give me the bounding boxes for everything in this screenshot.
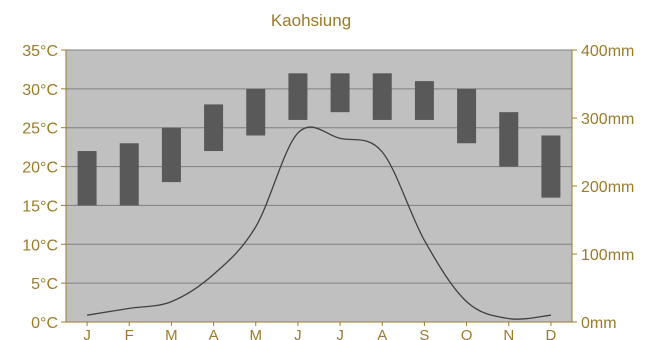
y-axis-right-labels: 0mm 100mm 200mm 300mm 400mm [581,43,634,332]
x-tick-label: M [250,327,263,340]
temperature-bar [372,73,392,120]
x-tick-label: M [165,327,178,340]
chart-title: Kaohsiung [271,11,351,30]
temperature-bar [330,73,350,113]
temperature-bar [414,81,434,120]
x-tick-label: A [209,327,219,340]
x-tick-label: N [503,327,514,340]
x-tick-label: S [419,327,429,340]
temperature-bar [457,88,477,144]
temperature-bar [288,73,308,120]
y-right-tick-label: 200mm [581,179,634,196]
x-tick-label: J [83,327,91,340]
temperature-bar [161,127,181,183]
x-tick-label: J [336,327,344,340]
y-left-tick-label: 15°C [22,198,58,215]
temperature-bar [119,143,139,206]
temperature-bar [204,104,224,152]
y-right-tick-label: 100mm [581,247,634,264]
y-left-tick-label: 35°C [22,43,58,60]
y-left-tick-label: 5°C [31,276,58,293]
temperature-bars [77,73,561,206]
temperature-bar [246,88,266,136]
x-tick-label: F [125,327,134,340]
temperature-bar [499,112,519,167]
temperature-bar [77,151,97,206]
y-right-tick-label: 300mm [581,111,634,128]
axes [61,49,577,326]
y-axis-left-labels: 0°C 5°C 10°C 15°C 20°C 25°C 30°C 35°C [22,43,58,332]
y-left-tick-label: 10°C [22,237,58,254]
y-left-tick-label: 20°C [22,160,58,177]
y-left-tick-label: 25°C [22,121,58,138]
temperature-bar [541,135,561,198]
x-tick-label: J [294,327,302,340]
x-tick-label: A [377,327,387,340]
plot-area [66,50,572,322]
y-right-tick-label: 400mm [581,43,634,60]
y-left-tick-label: 0°C [31,315,58,332]
y-left-tick-label: 30°C [22,82,58,99]
precipitation-line [86,126,551,320]
x-tick-label: O [461,327,473,340]
x-tick-label: D [545,327,556,340]
grid-lines [66,49,572,284]
y-right-tick-label: 0mm [581,315,617,332]
